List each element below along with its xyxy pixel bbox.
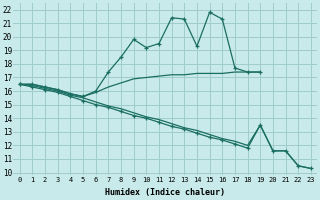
X-axis label: Humidex (Indice chaleur): Humidex (Indice chaleur) xyxy=(105,188,225,197)
